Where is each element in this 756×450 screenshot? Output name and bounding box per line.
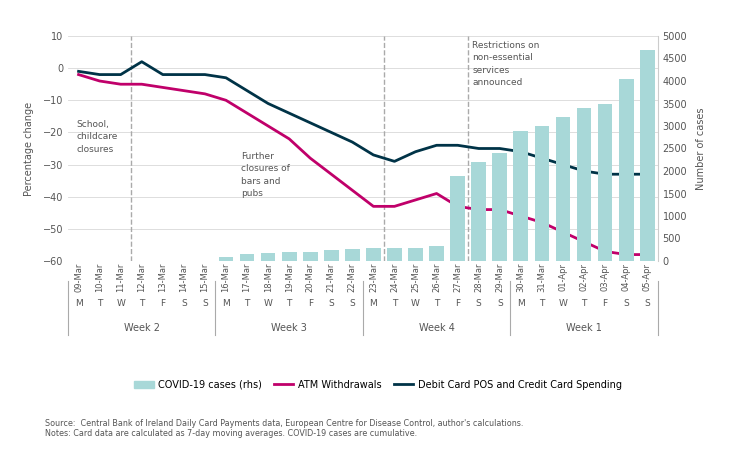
Bar (345, 249, 360, 261)
Bar (451, 176, 465, 261)
Bar (387, 248, 402, 261)
Text: 23-Mar: 23-Mar (369, 263, 378, 293)
Bar (618, 79, 634, 261)
Text: T: T (287, 299, 292, 308)
Bar (303, 252, 318, 261)
Y-axis label: Number of cases: Number of cases (696, 107, 705, 190)
Text: 09-Mar: 09-Mar (74, 263, 83, 292)
Text: T: T (97, 299, 102, 308)
Text: W: W (559, 299, 568, 308)
Text: Further
closures of
bars and
pubs: Further closures of bars and pubs (240, 152, 290, 198)
Text: 26-Mar: 26-Mar (432, 263, 441, 293)
Text: 25-Mar: 25-Mar (411, 263, 420, 292)
Text: 21-Mar: 21-Mar (327, 263, 336, 292)
Text: 13-Mar: 13-Mar (158, 263, 167, 293)
Bar (492, 153, 507, 261)
Text: S: S (349, 299, 355, 308)
Text: S: S (181, 299, 187, 308)
Text: 24-Mar: 24-Mar (390, 263, 399, 292)
Bar (556, 117, 570, 261)
Text: Restrictions on
non-essential
services
announced: Restrictions on non-essential services a… (472, 41, 540, 87)
Text: 01-Apr: 01-Apr (559, 263, 568, 291)
Text: 12-Mar: 12-Mar (138, 263, 146, 292)
Text: School,
childcare
closures: School, childcare closures (76, 120, 118, 153)
Text: 17-Mar: 17-Mar (243, 263, 252, 293)
Bar (366, 248, 381, 261)
Text: F: F (308, 299, 313, 308)
Text: 28-Mar: 28-Mar (474, 263, 483, 293)
Text: T: T (434, 299, 439, 308)
Bar (534, 126, 550, 261)
Text: Week 4: Week 4 (419, 323, 454, 333)
Text: S: S (202, 299, 208, 308)
Text: M: M (370, 299, 377, 308)
Text: S: S (476, 299, 482, 308)
Bar (598, 104, 612, 261)
Text: T: T (139, 299, 144, 308)
Bar (240, 254, 255, 261)
Text: S: S (623, 299, 629, 308)
Text: 19-Mar: 19-Mar (285, 263, 293, 292)
Text: M: M (222, 299, 230, 308)
Text: M: M (75, 299, 82, 308)
Text: S: S (328, 299, 334, 308)
Text: T: T (244, 299, 249, 308)
Bar (577, 108, 591, 261)
Bar (471, 162, 486, 261)
Text: T: T (581, 299, 587, 308)
Text: 22-Mar: 22-Mar (348, 263, 357, 292)
Text: 05-Apr: 05-Apr (643, 263, 652, 291)
Text: Week 2: Week 2 (124, 323, 160, 333)
Text: W: W (411, 299, 420, 308)
Bar (429, 246, 444, 261)
Text: 15-Mar: 15-Mar (200, 263, 209, 292)
Text: F: F (603, 299, 608, 308)
Text: 04-Apr: 04-Apr (621, 263, 631, 291)
Text: W: W (116, 299, 125, 308)
Bar (261, 253, 275, 261)
Bar (408, 248, 423, 261)
Bar (513, 130, 528, 261)
Text: 16-Mar: 16-Mar (222, 263, 231, 293)
Text: F: F (455, 299, 460, 308)
Text: 18-Mar: 18-Mar (264, 263, 273, 293)
Text: Source:  Central Bank of Ireland Daily Card Payments data, European Centre for D: Source: Central Bank of Ireland Daily Ca… (45, 418, 524, 438)
Text: Week 1: Week 1 (566, 323, 602, 333)
Text: W: W (264, 299, 273, 308)
Text: T: T (392, 299, 397, 308)
Text: S: S (644, 299, 650, 308)
Text: M: M (517, 299, 525, 308)
Text: 03-Apr: 03-Apr (600, 263, 609, 291)
Text: 31-Mar: 31-Mar (538, 263, 547, 293)
Text: T: T (539, 299, 544, 308)
Text: 20-Mar: 20-Mar (305, 263, 314, 292)
Text: 10-Mar: 10-Mar (95, 263, 104, 292)
Bar (218, 256, 234, 261)
Y-axis label: Percentage change: Percentage change (24, 101, 34, 196)
Text: 27-Mar: 27-Mar (453, 263, 462, 293)
Text: Week 3: Week 3 (271, 323, 307, 333)
Text: 30-Mar: 30-Mar (516, 263, 525, 293)
Text: S: S (497, 299, 503, 308)
Text: F: F (160, 299, 166, 308)
Text: 29-Mar: 29-Mar (495, 263, 504, 292)
Text: 02-Apr: 02-Apr (580, 263, 588, 291)
Bar (324, 250, 339, 261)
Text: 11-Mar: 11-Mar (116, 263, 125, 292)
Text: 14-Mar: 14-Mar (179, 263, 188, 292)
Bar (282, 252, 296, 261)
Bar (640, 50, 655, 261)
Legend: COVID-19 cases (rhs), ATM Withdrawals, Debit Card POS and Credit Card Spending: COVID-19 cases (rhs), ATM Withdrawals, D… (130, 376, 626, 393)
